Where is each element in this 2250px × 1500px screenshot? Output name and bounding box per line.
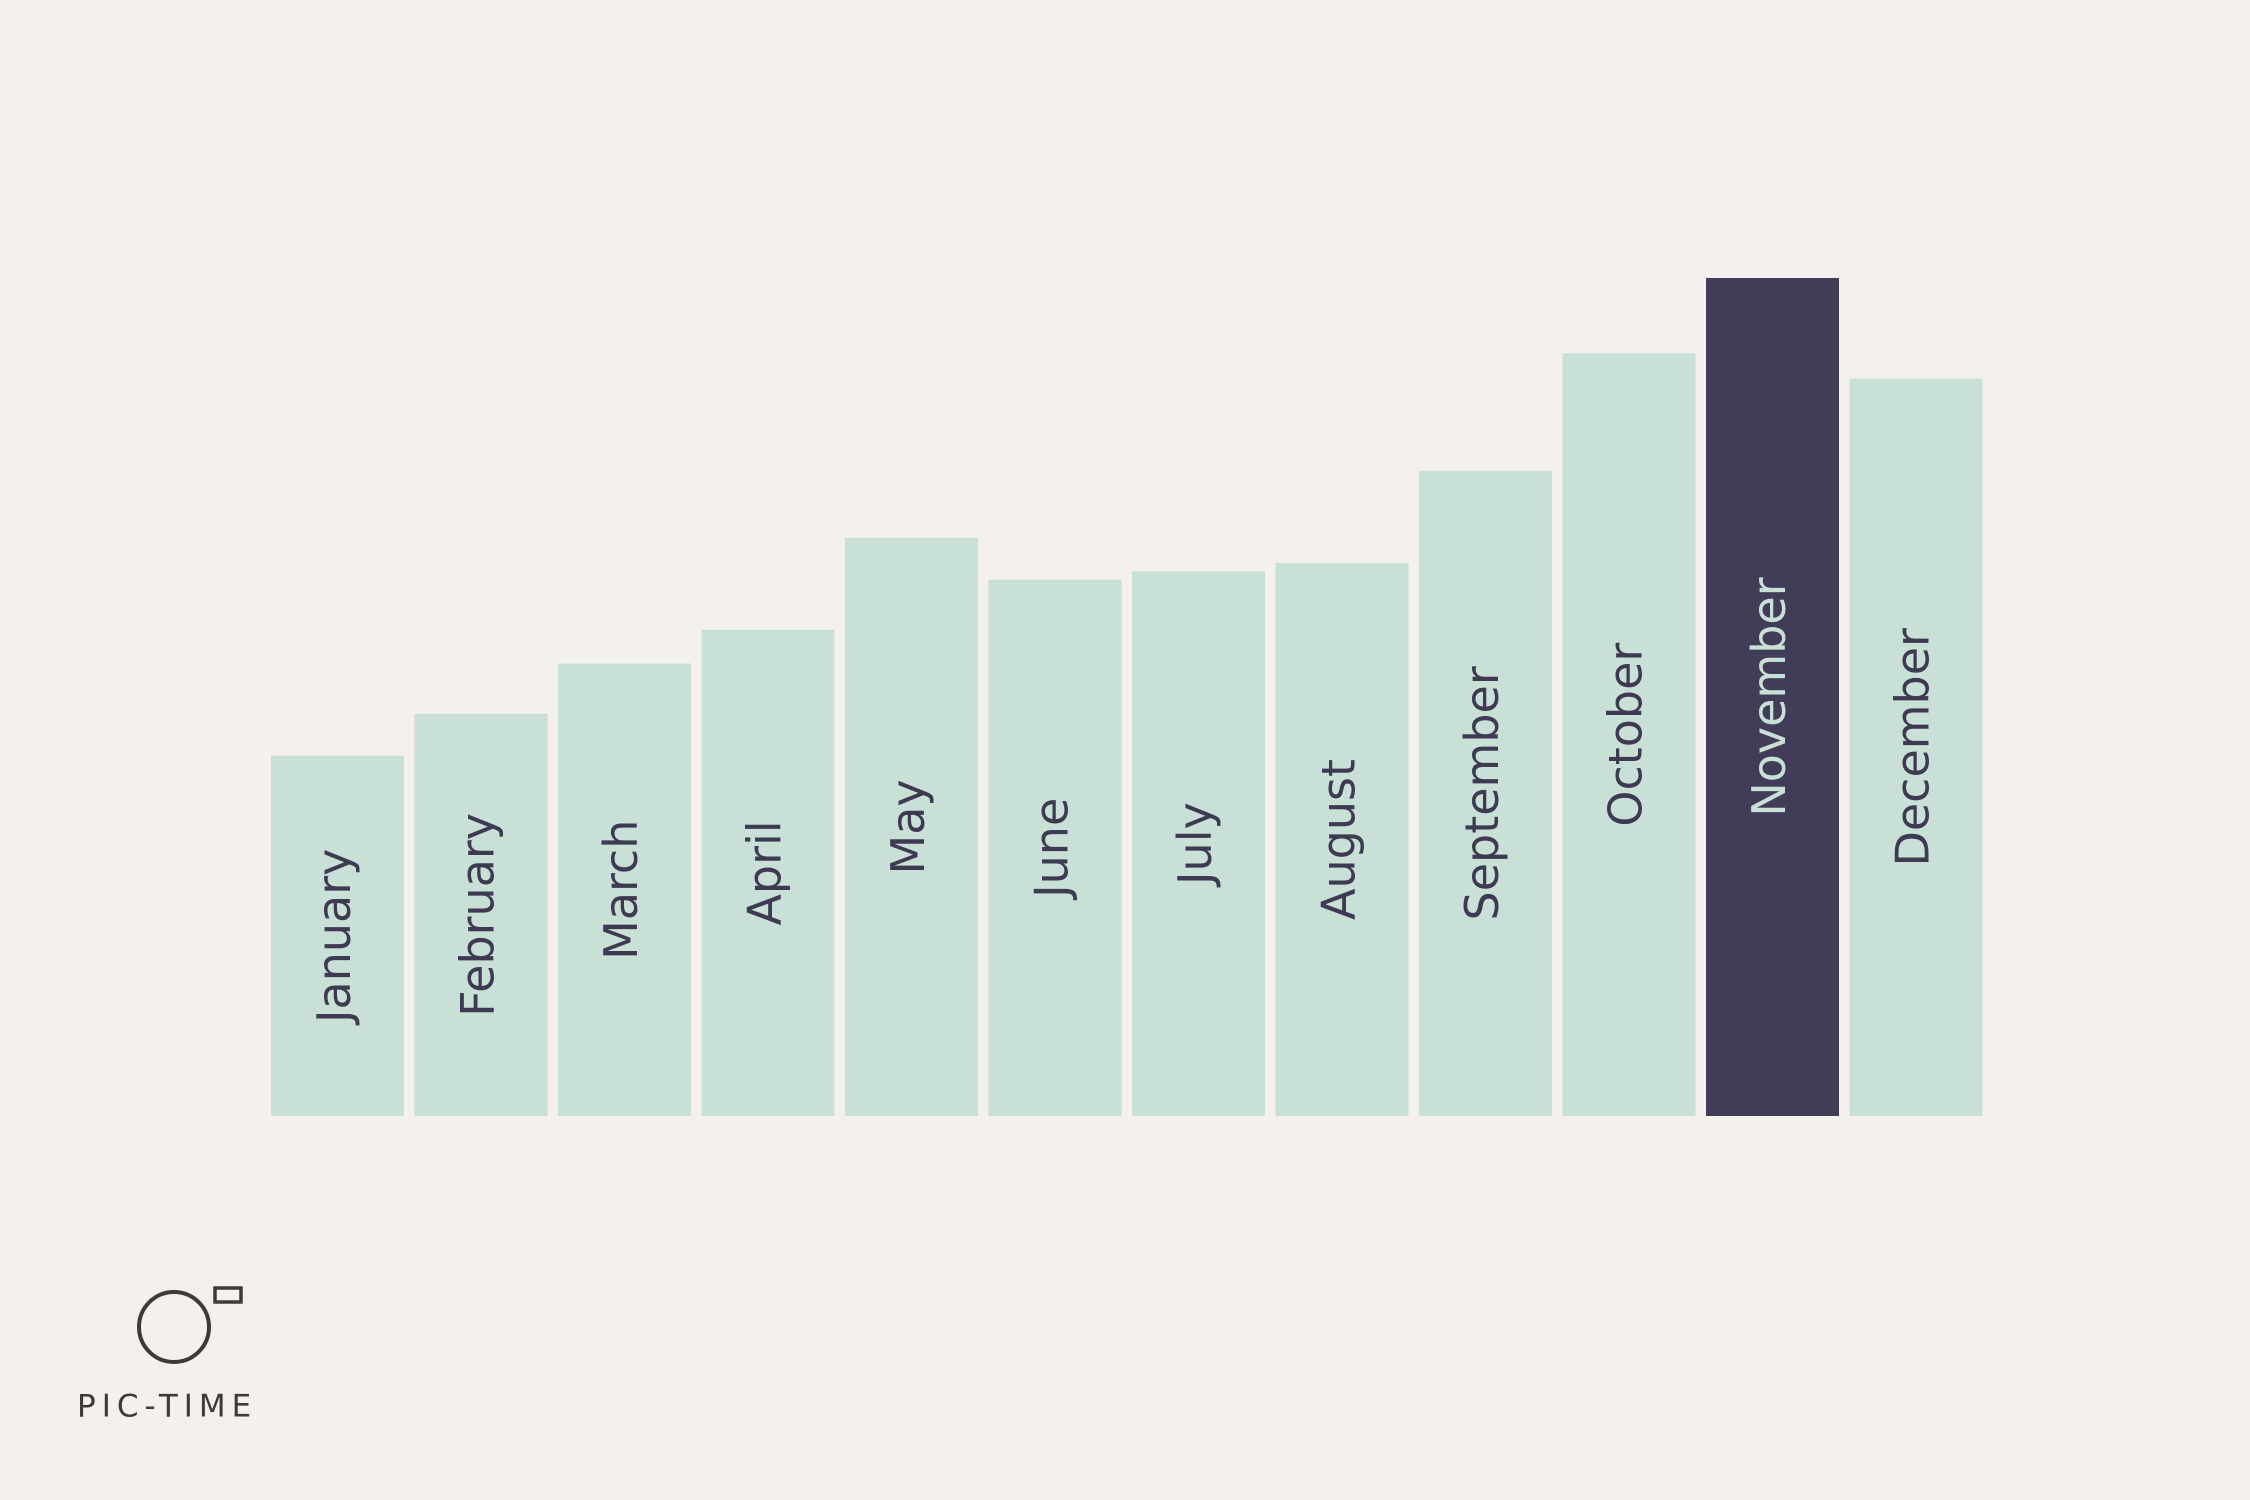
- category-label: August: [1312, 759, 1366, 920]
- bar: [988, 579, 1122, 1116]
- category-label: September: [1455, 666, 1509, 920]
- bar: [1706, 278, 1839, 1116]
- category-label: July: [1168, 802, 1222, 888]
- logo-text: PIC-TIME: [77, 1389, 257, 1425]
- bar: [701, 629, 835, 1116]
- category-label: January: [307, 849, 361, 1026]
- bar: [1419, 470, 1552, 1116]
- category-label: March: [594, 820, 648, 960]
- category-label: April: [738, 820, 792, 925]
- category-label: June: [1025, 798, 1079, 901]
- bar: [1132, 571, 1265, 1116]
- category-label: February: [451, 813, 505, 1017]
- bar: [1562, 353, 1696, 1116]
- category-label: November: [1742, 577, 1796, 816]
- plot: January February March April May June July Augu…: [271, 278, 1983, 1116]
- bar: [1275, 562, 1409, 1116]
- bar: [271, 755, 404, 1116]
- logo-circle: [137, 1290, 211, 1364]
- bar: [1849, 378, 1983, 1116]
- category-label: May: [881, 779, 935, 874]
- logo: PIC-TIME: [77, 1286, 257, 1425]
- logo-rect: [213, 1286, 243, 1304]
- category-label: October: [1599, 643, 1653, 827]
- category-label: December: [1886, 628, 1940, 867]
- bar: [845, 537, 978, 1116]
- bar: [558, 663, 691, 1116]
- bar: [414, 713, 548, 1116]
